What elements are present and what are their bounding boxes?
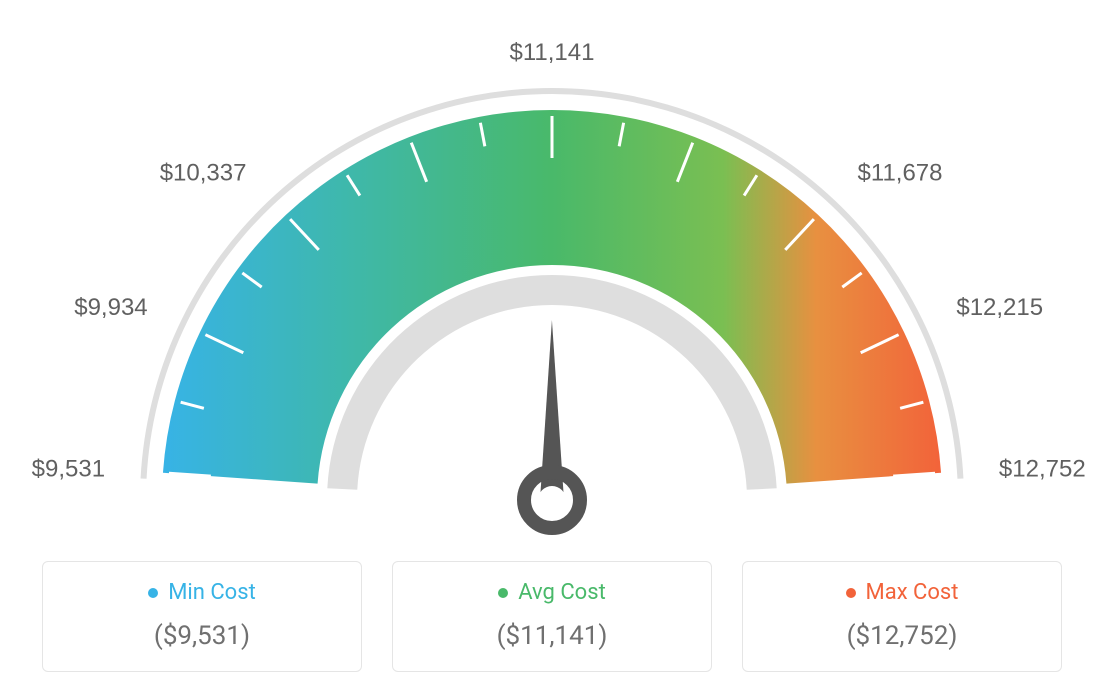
svg-text:$11,141: $11,141 [510,39,595,66]
avg-cost-title: Avg Cost [498,580,606,605]
min-cost-value: ($9,531) [43,621,361,651]
max-cost-value: ($12,752) [743,621,1061,651]
min-cost-title: Min Cost [148,580,256,605]
max-cost-box: Max Cost ($12,752) [742,561,1062,672]
avg-cost-label: Avg Cost [518,580,606,605]
svg-text:$11,678: $11,678 [858,159,943,186]
min-cost-box: Min Cost ($9,531) [42,561,362,672]
dot-icon [846,588,856,598]
avg-cost-box: Avg Cost ($11,141) [392,561,712,672]
svg-text:$9,531: $9,531 [32,456,105,483]
avg-cost-value: ($11,141) [393,621,711,651]
min-cost-label: Min Cost [168,580,256,605]
svg-text:$9,934: $9,934 [74,294,147,321]
gauge-chart: $9,531 $9,934 $10,337 $11,141 $11,678 $12,215… [0,0,1104,540]
gauge-svg: $9,531 $9,934 $10,337 $11,141 $11,678 $12,215… [0,0,1104,540]
max-cost-label: Max Cost [866,580,959,605]
summary-boxes: Min Cost ($9,531) Avg Cost ($11,141) Max… [0,561,1104,672]
svg-text:$12,752: $12,752 [999,456,1086,483]
svg-text:$12,215: $12,215 [956,294,1043,321]
dot-icon [148,588,158,598]
max-cost-title: Max Cost [846,580,959,605]
svg-text:$10,337: $10,337 [160,159,247,186]
dot-icon [498,588,508,598]
